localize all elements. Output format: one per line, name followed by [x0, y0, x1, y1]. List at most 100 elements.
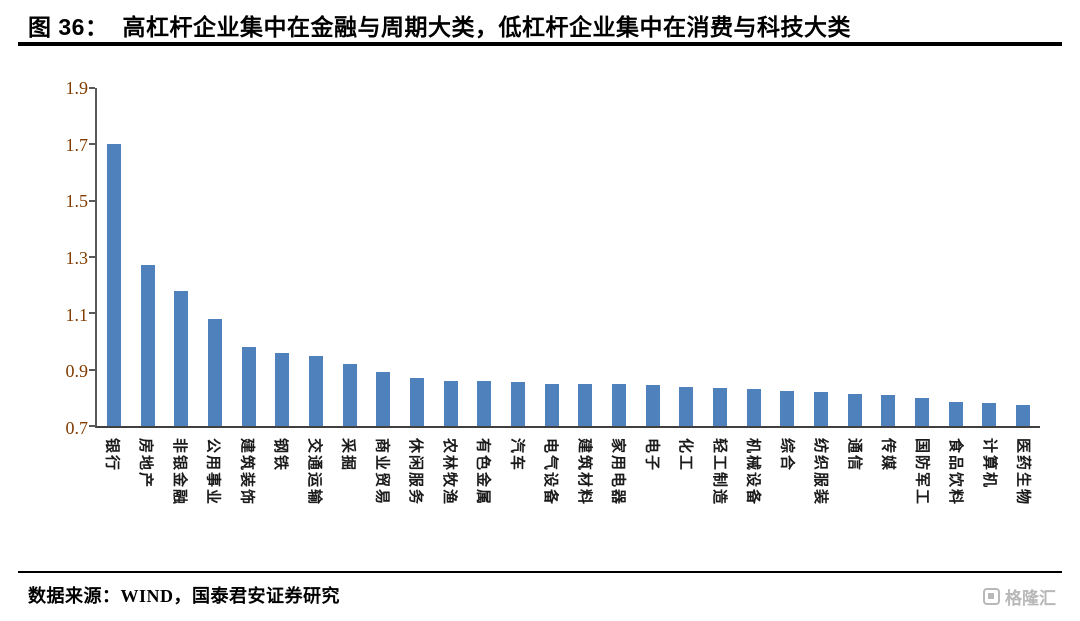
x-axis-label-slot: 传媒: [871, 432, 905, 562]
bar-slot: [636, 88, 670, 426]
x-axis-label: 钢铁: [272, 438, 290, 473]
x-axis-label-slot: 休闲服务: [399, 432, 433, 562]
x-axis-label: 休闲服务: [407, 438, 425, 507]
x-axis-label-slot: 钢铁: [264, 432, 298, 562]
bar: [611, 383, 626, 426]
y-axis-tick-label: 0.7: [65, 418, 89, 438]
title-divider-rule: [18, 42, 1062, 46]
bar-slot: [703, 88, 737, 426]
bar-slot: [871, 88, 905, 426]
bar: [106, 144, 121, 426]
y-axis-tick-mark: [89, 312, 95, 315]
figure-title: 高杠杆企业集中在金融与周期大类，低杠杆企业集中在消费与科技大类: [122, 14, 851, 40]
bar-slot: [770, 88, 804, 426]
x-axis-label: 化工: [677, 438, 695, 473]
bar: [881, 395, 896, 426]
bar: [241, 347, 256, 426]
y-axis-tick-label: 0.9: [65, 361, 89, 382]
y-axis-tick-mark: [89, 368, 95, 371]
x-axis-label-slot: 纺织服装: [804, 432, 838, 562]
footer-divider-rule: [18, 571, 1062, 573]
bar: [948, 402, 963, 426]
x-axis-label: 农林牧渔: [440, 438, 458, 507]
bar: [140, 265, 155, 426]
bar-slot: [232, 88, 266, 426]
bar-slot: [299, 88, 333, 426]
x-axis-label-slot: 医药生物: [1006, 432, 1040, 562]
y-axis-tick-label: 1.1: [65, 304, 89, 325]
bars: [97, 88, 1040, 426]
bar: [443, 380, 458, 426]
x-axis-label-slot: 汽车: [500, 432, 534, 562]
x-axis-label-slot: 交通运输: [298, 432, 332, 562]
gelonghui-logo-text: 格隆汇: [1005, 589, 1056, 608]
bar-slot: [400, 88, 434, 426]
y-axis-tick-label: 1.9: [65, 78, 89, 98]
bar: [780, 390, 795, 426]
x-axis-label: 电气设备: [542, 438, 560, 507]
x-axis-label-slot: 综合: [770, 432, 804, 562]
bar: [746, 389, 761, 426]
x-axis-label: 食品饮料: [947, 438, 965, 507]
x-axis-label-slot: 电气设备: [534, 432, 568, 562]
bar-slot: [198, 88, 232, 426]
bar-slot: [131, 88, 165, 426]
x-axis-label-slot: 轻工制造: [703, 432, 737, 562]
x-axis-label-slot: 机械设备: [736, 432, 770, 562]
bar: [409, 378, 424, 426]
bar-slot: [265, 88, 299, 426]
bar: [308, 355, 323, 426]
bar: [376, 372, 391, 426]
bar: [813, 392, 828, 426]
x-axis-label-slot: 化工: [669, 432, 703, 562]
x-axis-label-slot: 建筑装饰: [230, 432, 264, 562]
x-axis-label-slot: 食品饮料: [939, 432, 973, 562]
x-axis-labels: 银行 房地产 非银金融 公用事业 建筑装饰 钢铁 交通运输 采掘 商业贸易 休闲服务 农林牧渔 有色金…: [95, 432, 1040, 562]
bar-slot: [333, 88, 367, 426]
x-axis-label: 计算机: [980, 438, 998, 490]
x-axis-label: 电子: [643, 438, 661, 473]
bar: [914, 397, 929, 426]
gelonghui-logo-icon: [983, 588, 1000, 605]
bar: [174, 290, 189, 426]
x-axis-label: 机械设备: [744, 438, 762, 507]
x-axis-label: 轻工制造: [710, 438, 728, 507]
x-axis-label-slot: 建筑材料: [568, 432, 602, 562]
bar-slot: [501, 88, 535, 426]
plot-area: [89, 87, 1040, 428]
bar-slot: [1006, 88, 1040, 426]
y-axis-tick-mark: [89, 199, 95, 202]
y-axis-tick-mark: [89, 143, 95, 146]
y-axis-tick-mark: [89, 256, 95, 258]
x-axis-label: 汽车: [508, 438, 526, 473]
x-axis-label-slot: 有色金属: [466, 432, 500, 562]
bar: [982, 403, 997, 426]
x-axis-label: 建筑材料: [575, 438, 593, 507]
bar-slot: [838, 88, 872, 426]
bar: [477, 380, 492, 426]
x-axis-label-slot: 商业贸易: [365, 432, 399, 562]
bar-slot: [366, 88, 400, 426]
y-axis: 0.7 0.9 1.1 1.3 1.5 1.7 1.9: [20, 79, 89, 437]
figure-title-row: 图 36： 高杠杆企业集中在金融与周期大类，低杠杆企业集中在消费与科技大类: [28, 8, 1060, 42]
x-axis-label-slot: 房地产: [129, 432, 163, 562]
bar-slot: [164, 88, 198, 426]
x-axis-label-slot: 非银金融: [163, 432, 197, 562]
y-axis-tick-label: 1.7: [65, 134, 89, 155]
bar-slot: [568, 88, 602, 426]
bar: [207, 318, 222, 426]
x-axis-label-slot: 公用事业: [196, 432, 230, 562]
x-axis-label: 银行: [103, 438, 121, 473]
x-axis-label: 传媒: [879, 438, 897, 473]
x-axis-label: 有色金属: [474, 438, 492, 507]
y-axis-tick-mark: [89, 425, 95, 427]
x-axis-label: 商业贸易: [373, 438, 391, 507]
bar: [1015, 404, 1030, 426]
x-axis-label-slot: 农林牧渔: [433, 432, 467, 562]
x-axis-label-slot: 采掘: [331, 432, 365, 562]
x-axis-label-slot: 银行: [95, 432, 129, 562]
x-axis-label-slot: 通信: [838, 432, 872, 562]
bar: [679, 386, 694, 426]
bar-slot: [434, 88, 468, 426]
